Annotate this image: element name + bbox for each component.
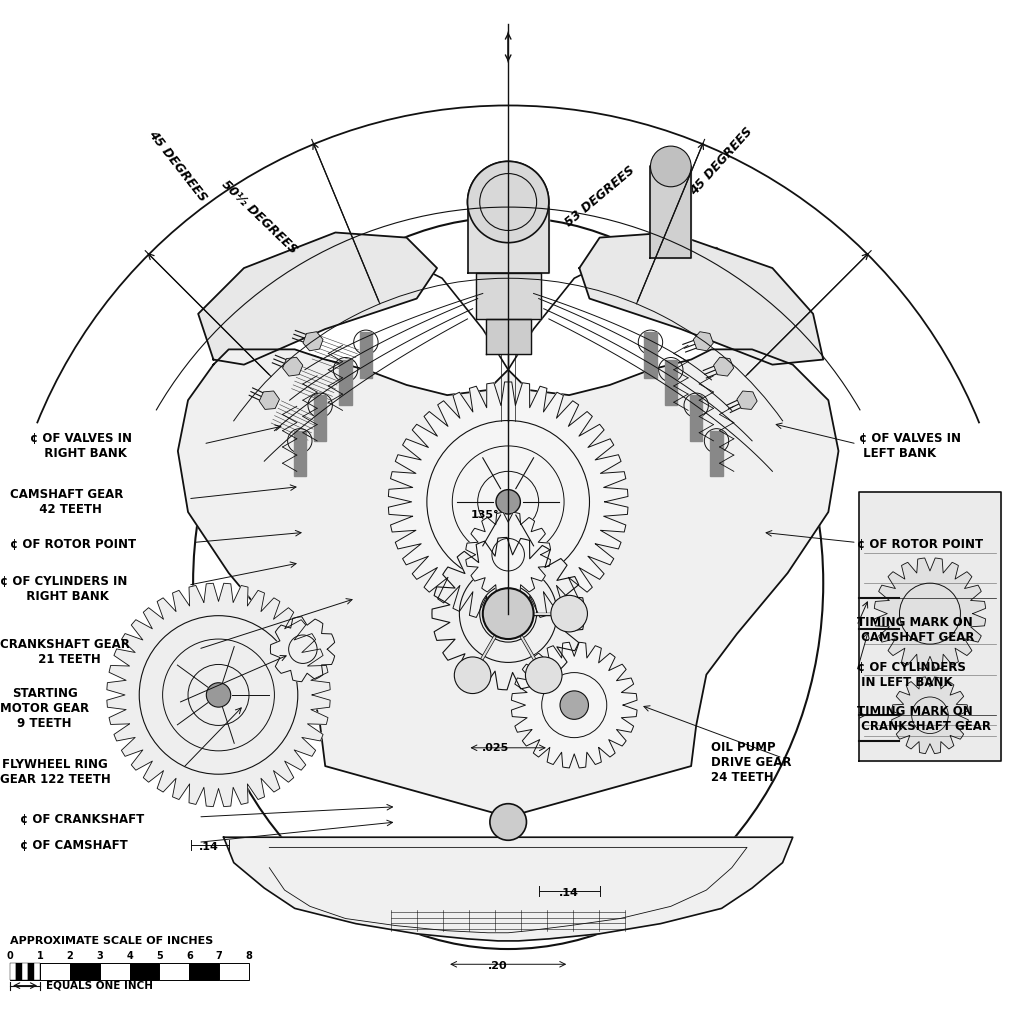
Bar bbox=[219, 964, 249, 980]
Text: ¢ OF ROTOR POINT: ¢ OF ROTOR POINT bbox=[10, 538, 136, 551]
Text: ¢ OF CYLINDERS
 IN LEFT BANK: ¢ OF CYLINDERS IN LEFT BANK bbox=[857, 660, 966, 688]
Circle shape bbox=[489, 804, 526, 841]
Bar bbox=[40, 964, 70, 980]
Text: 1: 1 bbox=[37, 951, 43, 962]
Text: 5: 5 bbox=[156, 951, 163, 962]
Circle shape bbox=[455, 657, 490, 693]
Polygon shape bbox=[511, 642, 637, 768]
Circle shape bbox=[560, 691, 589, 719]
Text: ¢ OF ROTOR POINT: ¢ OF ROTOR POINT bbox=[857, 538, 983, 551]
Polygon shape bbox=[665, 359, 677, 406]
Polygon shape bbox=[650, 167, 691, 258]
Polygon shape bbox=[508, 248, 787, 370]
Text: 45 DEGREES: 45 DEGREES bbox=[146, 128, 210, 205]
Text: .14: .14 bbox=[559, 888, 580, 898]
Text: CAMSHAFT GEAR
  42 TEETH: CAMSHAFT GEAR 42 TEETH bbox=[10, 487, 124, 516]
Text: 45 DEGREES: 45 DEGREES bbox=[688, 125, 756, 198]
Text: 0: 0 bbox=[7, 951, 13, 962]
Text: TIMING MARK ON
 CAMSHAFT GEAR: TIMING MARK ON CAMSHAFT GEAR bbox=[857, 615, 974, 644]
Text: ¢ OF VALVES IN
 LEFT BANK: ¢ OF VALVES IN LEFT BANK bbox=[859, 432, 961, 460]
Text: 53 DEGREES: 53 DEGREES bbox=[562, 164, 637, 229]
Polygon shape bbox=[178, 349, 839, 817]
Bar bbox=[28, 964, 34, 980]
Polygon shape bbox=[690, 395, 702, 441]
Polygon shape bbox=[340, 359, 351, 406]
Text: CRANKSHAFT GEAR
  21 TEETH: CRANKSHAFT GEAR 21 TEETH bbox=[0, 638, 130, 667]
Text: APPROXIMATE SCALE OF INCHES: APPROXIMATE SCALE OF INCHES bbox=[10, 936, 213, 946]
Polygon shape bbox=[580, 232, 823, 365]
Text: 3: 3 bbox=[96, 951, 103, 962]
Polygon shape bbox=[468, 207, 549, 273]
Bar bbox=[10, 964, 16, 980]
Text: ¢ OF CAMSHAFT: ¢ OF CAMSHAFT bbox=[20, 839, 128, 852]
Text: ¢ OF CRANKSHAFT: ¢ OF CRANKSHAFT bbox=[20, 813, 144, 826]
Text: 8: 8 bbox=[246, 951, 253, 962]
Circle shape bbox=[650, 146, 691, 186]
Text: FLYWHEEL RING
GEAR 122 TEETH: FLYWHEEL RING GEAR 122 TEETH bbox=[0, 758, 111, 786]
Circle shape bbox=[525, 657, 562, 693]
Polygon shape bbox=[644, 332, 656, 378]
Circle shape bbox=[482, 588, 534, 639]
Polygon shape bbox=[223, 838, 793, 941]
Polygon shape bbox=[711, 431, 723, 476]
Circle shape bbox=[206, 683, 230, 708]
Text: 135°: 135° bbox=[470, 510, 499, 520]
Circle shape bbox=[496, 601, 520, 626]
Polygon shape bbox=[466, 512, 551, 597]
Bar bbox=[10, 964, 40, 980]
Polygon shape bbox=[485, 318, 530, 354]
Text: EQUALS ONE INCH: EQUALS ONE INCH bbox=[46, 981, 154, 990]
Polygon shape bbox=[476, 273, 541, 318]
Text: 2: 2 bbox=[67, 951, 74, 962]
Polygon shape bbox=[199, 232, 437, 365]
Bar bbox=[130, 964, 160, 980]
Circle shape bbox=[496, 489, 520, 514]
Polygon shape bbox=[314, 395, 327, 441]
Text: ¢ OF VALVES IN
  RIGHT BANK: ¢ OF VALVES IN RIGHT BANK bbox=[31, 432, 132, 460]
Text: .20: .20 bbox=[488, 962, 508, 972]
Polygon shape bbox=[228, 248, 508, 370]
Polygon shape bbox=[359, 332, 372, 378]
Circle shape bbox=[468, 162, 549, 243]
Text: STARTING
MOTOR GEAR
9 TEETH: STARTING MOTOR GEAR 9 TEETH bbox=[0, 687, 89, 730]
Polygon shape bbox=[859, 492, 1001, 761]
Text: .14: .14 bbox=[199, 843, 218, 852]
Text: 50½ DEGREES: 50½ DEGREES bbox=[219, 178, 299, 257]
Bar bbox=[16, 964, 23, 980]
Bar bbox=[34, 964, 40, 980]
Polygon shape bbox=[106, 584, 330, 807]
Polygon shape bbox=[270, 616, 335, 682]
Text: OIL PUMP
DRIVE GEAR
24 TEETH: OIL PUMP DRIVE GEAR 24 TEETH bbox=[712, 740, 792, 783]
Bar bbox=[70, 964, 99, 980]
Text: TIMING MARK ON
 CRANKSHAFT GEAR: TIMING MARK ON CRANKSHAFT GEAR bbox=[857, 706, 991, 733]
Text: ¢ OF CYLINDERS IN
  RIGHT BANK: ¢ OF CYLINDERS IN RIGHT BANK bbox=[0, 575, 127, 603]
Polygon shape bbox=[892, 677, 969, 754]
Bar bbox=[160, 964, 189, 980]
Bar bbox=[99, 964, 130, 980]
Text: 7: 7 bbox=[216, 951, 222, 962]
Circle shape bbox=[551, 595, 588, 632]
Polygon shape bbox=[874, 558, 986, 670]
Ellipse shape bbox=[194, 217, 823, 949]
Bar bbox=[23, 964, 28, 980]
Polygon shape bbox=[432, 538, 584, 690]
Text: 4: 4 bbox=[126, 951, 133, 962]
Text: .025: .025 bbox=[482, 742, 510, 753]
Text: 6: 6 bbox=[186, 951, 193, 962]
Polygon shape bbox=[294, 431, 306, 476]
Bar bbox=[189, 964, 219, 980]
Polygon shape bbox=[388, 382, 628, 622]
